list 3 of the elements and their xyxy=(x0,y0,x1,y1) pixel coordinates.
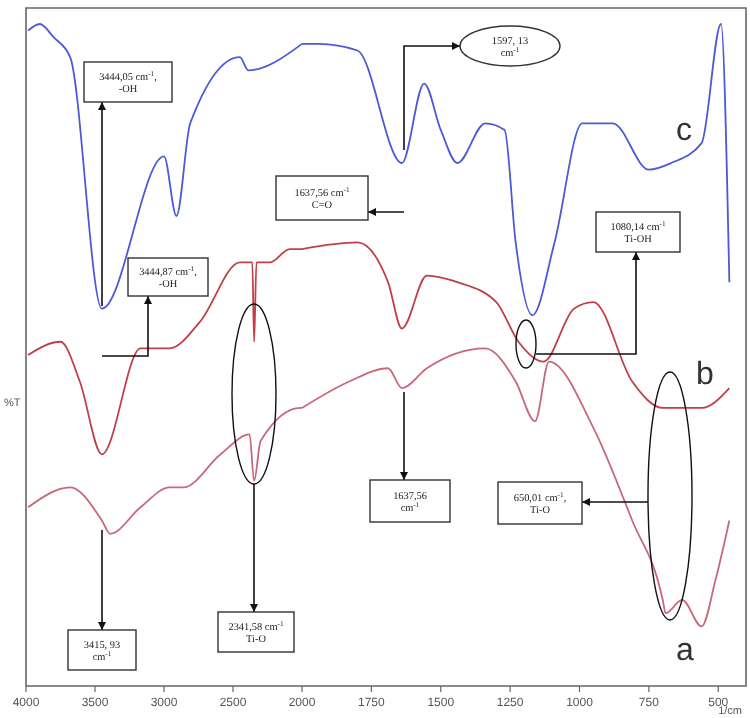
series-label: a xyxy=(676,634,694,668)
series-label: b xyxy=(696,358,714,392)
series-label: c xyxy=(676,114,692,148)
